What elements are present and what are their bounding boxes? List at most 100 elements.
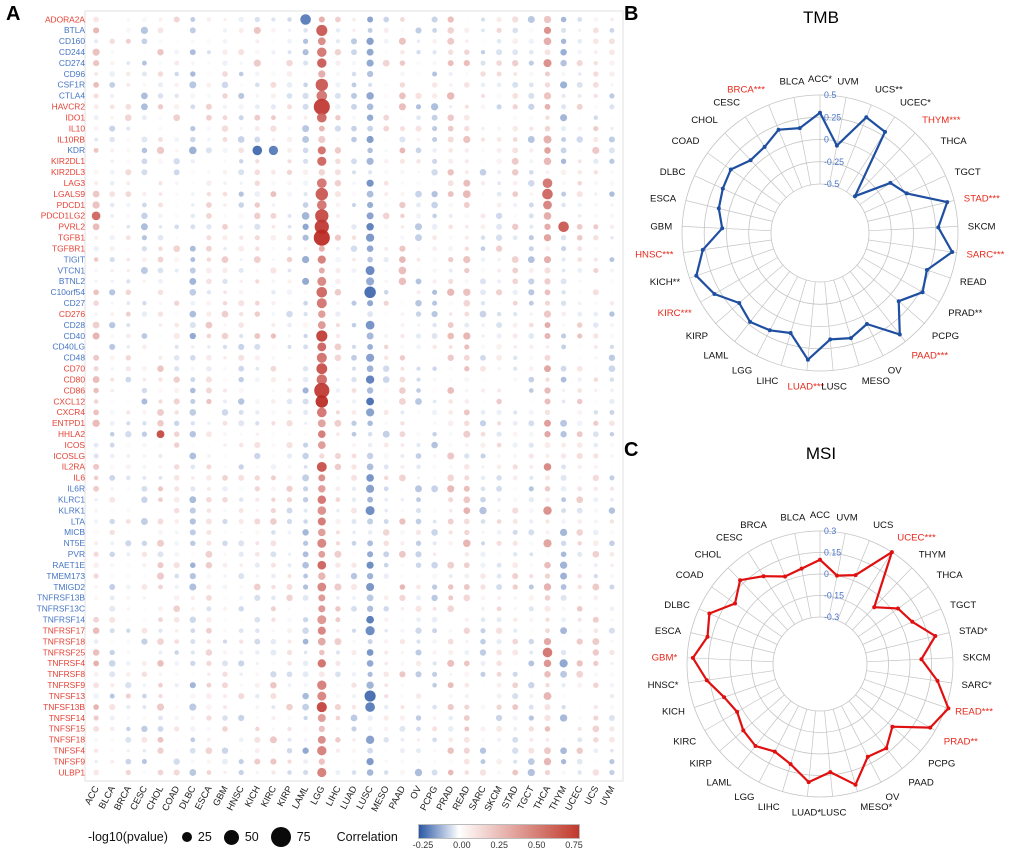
matrix-dot bbox=[125, 442, 131, 448]
matrix-dot bbox=[577, 541, 582, 546]
matrix-dot bbox=[400, 235, 405, 240]
matrix-dot bbox=[416, 355, 421, 360]
matrix-dot bbox=[302, 103, 309, 110]
matrix-dot bbox=[366, 277, 375, 286]
radar-category-label: BLCA bbox=[780, 513, 806, 524]
matrix-dot bbox=[544, 365, 551, 373]
matrix-dot bbox=[496, 60, 502, 66]
matrix-dot bbox=[528, 540, 534, 546]
matrix-dot bbox=[286, 310, 293, 318]
matrix-dot bbox=[125, 289, 132, 296]
matrix-dot bbox=[190, 639, 196, 645]
matrix-dot bbox=[350, 714, 358, 722]
matrix-dot bbox=[544, 398, 551, 405]
matrix-dot bbox=[174, 202, 180, 208]
gene-label: IL2RA bbox=[62, 462, 86, 472]
matrix-dot bbox=[480, 365, 486, 372]
matrix-dot bbox=[271, 770, 276, 775]
matrix-dot bbox=[126, 508, 131, 513]
radar-vertex bbox=[910, 619, 915, 624]
matrix-dot bbox=[415, 234, 422, 242]
matrix-dot bbox=[448, 595, 454, 601]
matrix-dot bbox=[334, 49, 342, 56]
matrix-dot bbox=[383, 169, 389, 175]
matrix-dot bbox=[609, 344, 615, 350]
matrix-dot bbox=[496, 725, 503, 732]
matrix-dot bbox=[577, 301, 582, 306]
matrix-dot bbox=[366, 757, 374, 766]
matrix-dot bbox=[415, 671, 422, 678]
matrix-dot bbox=[431, 529, 438, 536]
matrix-dot bbox=[206, 737, 211, 742]
matrix-dot bbox=[222, 71, 228, 77]
matrix-dot bbox=[544, 486, 551, 492]
matrix-dot bbox=[593, 595, 599, 601]
matrix-dot bbox=[287, 759, 292, 764]
matrix-dot bbox=[351, 322, 357, 328]
matrix-dot bbox=[110, 737, 115, 742]
matrix-dot bbox=[109, 257, 115, 263]
matrix-dot bbox=[125, 191, 132, 197]
matrix-dot bbox=[287, 344, 292, 349]
matrix-dot bbox=[351, 431, 357, 437]
matrix-dot bbox=[109, 420, 115, 426]
matrix-dot bbox=[560, 38, 567, 45]
matrix-dot bbox=[157, 518, 164, 525]
matrix-dot bbox=[610, 235, 614, 240]
matrix-dot bbox=[480, 628, 486, 634]
matrix-dot bbox=[206, 180, 212, 186]
matrix-dot bbox=[157, 365, 164, 373]
matrix-dot bbox=[544, 726, 551, 732]
matrix-dot bbox=[480, 453, 486, 459]
matrix-dot bbox=[558, 221, 569, 233]
matrix-dot bbox=[481, 716, 485, 720]
matrix-dot bbox=[317, 691, 327, 701]
matrix-dot bbox=[577, 333, 583, 339]
matrix-dot bbox=[512, 420, 518, 426]
matrix-dot bbox=[316, 287, 328, 298]
matrix-dot bbox=[351, 464, 357, 470]
matrix-dot bbox=[544, 82, 551, 88]
matrix-dot bbox=[158, 760, 163, 764]
matrix-dot bbox=[303, 333, 308, 339]
matrix-dot bbox=[609, 268, 614, 273]
matrix-dot bbox=[254, 638, 261, 645]
matrix-dot bbox=[481, 399, 485, 404]
matrix-dot bbox=[415, 125, 422, 132]
matrix-dot bbox=[351, 682, 357, 688]
matrix-dot bbox=[432, 759, 437, 764]
matrix-dot bbox=[544, 769, 551, 776]
gene-label: TNFRSF17 bbox=[43, 626, 86, 636]
matrix-dot bbox=[480, 671, 486, 677]
matrix-dot bbox=[335, 518, 341, 525]
matrix-dot bbox=[560, 48, 567, 56]
cancer-label: PAAD bbox=[387, 784, 408, 811]
matrix-dot bbox=[512, 104, 518, 110]
matrix-dot bbox=[286, 518, 293, 525]
matrix-dot bbox=[383, 464, 389, 470]
radar-vertex bbox=[783, 574, 787, 579]
matrix-dot bbox=[511, 256, 519, 264]
matrix-dot bbox=[432, 355, 438, 361]
radar-category-label: MESO* bbox=[860, 802, 892, 813]
matrix-dot bbox=[528, 333, 535, 339]
matrix-dot bbox=[352, 290, 356, 294]
matrix-dot bbox=[447, 16, 454, 23]
color-legend: -0.25 0.00 0.25 0.50 0.75 bbox=[413, 824, 583, 850]
matrix-dot bbox=[463, 332, 471, 340]
matrix-dot bbox=[221, 747, 229, 754]
matrix-dot bbox=[93, 693, 99, 699]
matrix-dot bbox=[335, 323, 340, 328]
matrix-dot bbox=[221, 81, 229, 89]
matrix-dot bbox=[271, 617, 276, 622]
matrix-dot bbox=[303, 192, 308, 197]
matrix-dot bbox=[221, 409, 229, 416]
matrix-dot bbox=[496, 758, 502, 765]
matrix-dot bbox=[271, 573, 276, 579]
matrix-dot bbox=[318, 594, 326, 602]
matrix-dot bbox=[593, 442, 599, 448]
matrix-dot bbox=[576, 365, 583, 372]
matrix-dot bbox=[173, 354, 180, 361]
matrix-dot bbox=[287, 180, 292, 186]
matrix-dot bbox=[254, 594, 261, 602]
